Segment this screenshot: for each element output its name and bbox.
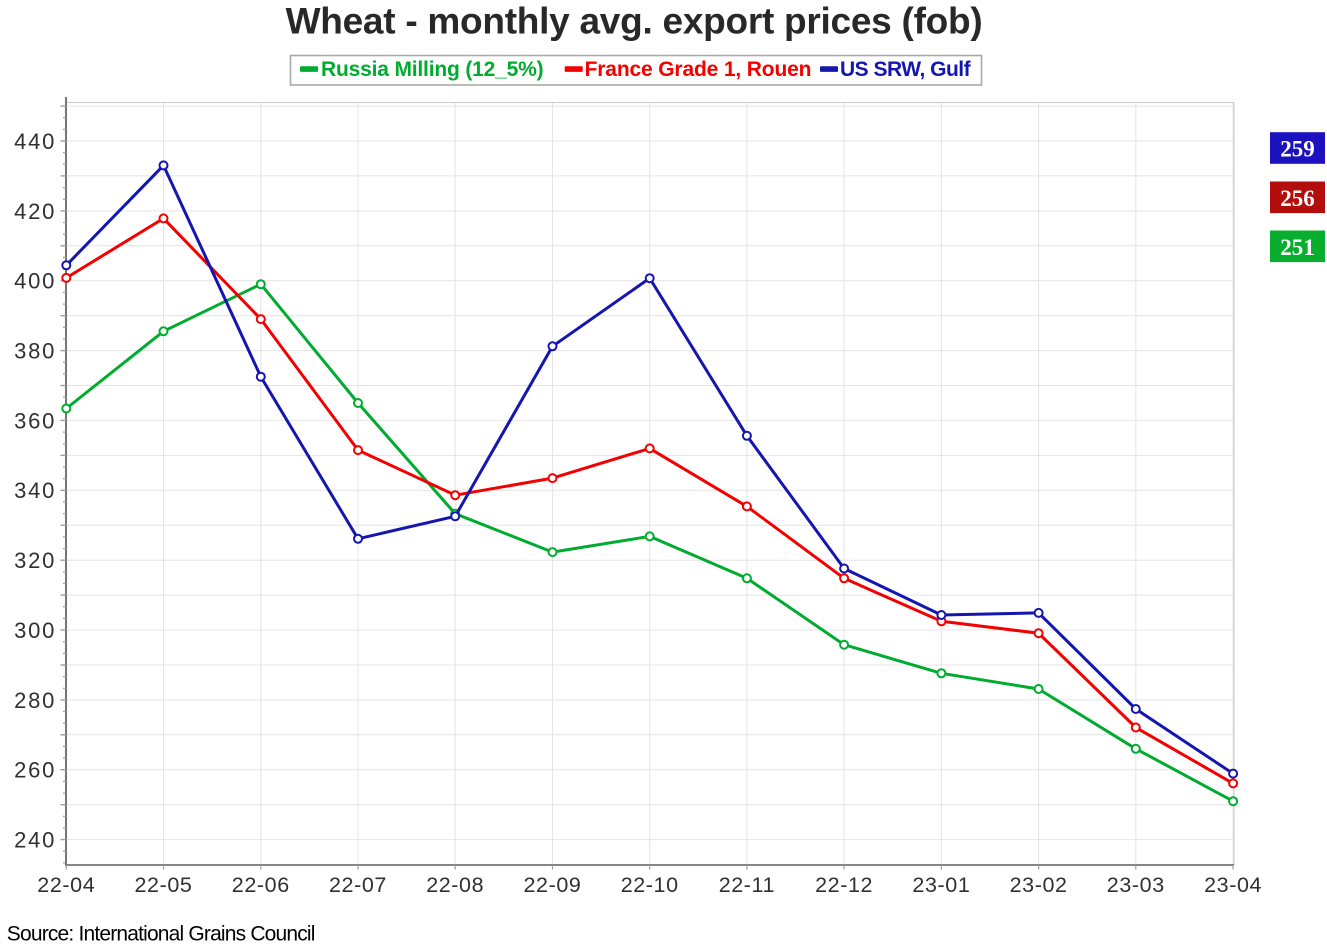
svg-text:22-08: 22-08 [426,873,484,897]
svg-text:380: 380 [14,339,56,364]
svg-text:251: 251 [1280,235,1315,260]
svg-text:US SRW, Gulf: US SRW, Gulf [840,58,972,81]
svg-text:22-05: 22-05 [135,873,193,897]
svg-text:256: 256 [1280,186,1315,211]
svg-text:22-04: 22-04 [37,873,95,897]
svg-text:22-11: 22-11 [719,873,775,897]
svg-text:23-03: 23-03 [1107,873,1165,897]
svg-text:260: 260 [14,758,56,783]
svg-text:22-06: 22-06 [232,873,290,897]
svg-text:22-07: 22-07 [329,873,387,897]
svg-text:360: 360 [14,408,56,433]
svg-text:Wheat - monthly avg. export pr: Wheat - monthly avg. export prices (fob) [286,1,983,42]
svg-text:23-01: 23-01 [912,873,970,897]
svg-text:23-02: 23-02 [1010,873,1068,897]
svg-text:Source: International Grains C: Source: International Grains Council [7,923,315,946]
svg-text:400: 400 [14,269,56,294]
svg-text:259: 259 [1280,137,1315,162]
svg-text:240: 240 [14,828,56,853]
svg-text:Russia Milling (12_5%): Russia Milling (12_5%) [321,58,543,81]
svg-text:420: 420 [14,199,56,224]
svg-text:22-09: 22-09 [524,873,582,897]
svg-text:280: 280 [14,688,56,713]
svg-text:320: 320 [14,548,56,573]
svg-text:300: 300 [14,618,56,643]
svg-text:440: 440 [14,129,56,154]
svg-text:23-04: 23-04 [1204,873,1262,897]
svg-text:22-10: 22-10 [621,873,679,897]
svg-text:22-12: 22-12 [815,873,873,897]
svg-text:340: 340 [14,478,56,503]
svg-text:France Grade 1, Rouen: France Grade 1, Rouen [585,58,812,81]
